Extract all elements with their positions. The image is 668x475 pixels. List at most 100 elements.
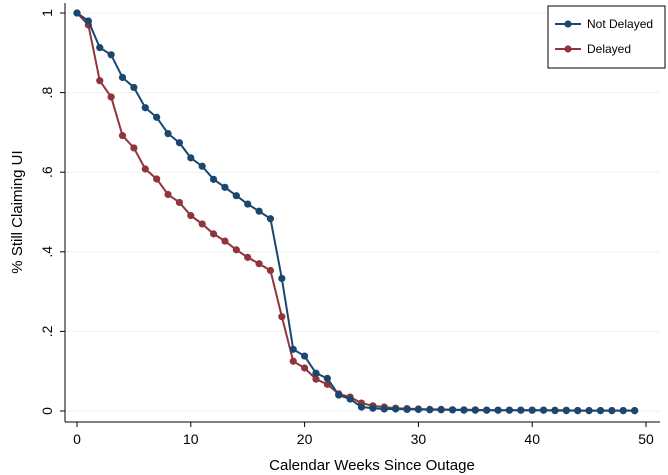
- gridlines: [65, 12, 660, 412]
- data-point: [289, 357, 297, 365]
- data-point: [209, 175, 218, 183]
- x-axis-label: Calendar Weeks Since Outage: [269, 457, 475, 474]
- data-point: [483, 406, 491, 414]
- data-point: [244, 253, 252, 261]
- data-point: [255, 260, 263, 268]
- x-tick-label: 50: [638, 431, 654, 447]
- data-point: [118, 73, 127, 82]
- data-point: [84, 17, 92, 25]
- data-point: [562, 407, 570, 415]
- data-point: [130, 83, 138, 92]
- x-tick-label: 40: [524, 431, 540, 447]
- axes: [64, 3, 660, 423]
- data-point: [209, 230, 218, 238]
- data-point: [551, 407, 559, 415]
- x-tick-label: 30: [411, 431, 427, 447]
- data-point: [619, 407, 627, 415]
- data-point: [289, 345, 297, 353]
- data-point: [312, 369, 320, 377]
- y-tick-label: .4: [39, 246, 55, 258]
- legend-swatch-marker: [564, 45, 572, 53]
- data-point: [96, 77, 104, 85]
- legend-item: Not Delayed: [555, 17, 653, 31]
- y-tick-label: .8: [39, 87, 55, 99]
- x-tick-label: 20: [297, 431, 313, 447]
- series-layer: [73, 9, 639, 415]
- series-delayed: [73, 9, 639, 415]
- data-point: [392, 405, 400, 413]
- data-point: [380, 405, 388, 413]
- data-point: [528, 406, 536, 414]
- legend-label: Not Delayed: [587, 17, 653, 31]
- data-point: [369, 404, 377, 412]
- data-point: [323, 374, 331, 382]
- data-point: [255, 207, 263, 215]
- data-point: [232, 192, 240, 200]
- data-point: [301, 352, 309, 360]
- data-point: [494, 406, 502, 414]
- data-point: [448, 406, 457, 414]
- y-tick-label: 0: [39, 407, 55, 415]
- data-point: [471, 406, 479, 414]
- data-point: [505, 406, 514, 414]
- data-point: [107, 51, 115, 59]
- legend-item: Delayed: [555, 42, 631, 56]
- y-tick-label: .2: [39, 325, 55, 337]
- data-point: [278, 274, 286, 283]
- data-point: [574, 407, 582, 415]
- data-point: [596, 407, 605, 415]
- data-point: [107, 93, 115, 101]
- x-tick-label: 10: [183, 431, 199, 447]
- data-point: [118, 131, 127, 140]
- y-axis-label: % Still Claiming UI: [9, 150, 26, 273]
- data-point: [73, 9, 81, 17]
- data-point: [403, 405, 411, 414]
- series-not-delayed: [73, 9, 639, 415]
- data-point: [312, 375, 320, 383]
- data-point: [437, 406, 445, 414]
- data-point: [301, 364, 309, 372]
- x-tick-label: 0: [73, 431, 81, 447]
- data-point: [130, 144, 138, 152]
- data-point: [164, 190, 172, 199]
- data-point: [357, 403, 366, 411]
- y-tick-label: 1: [39, 9, 55, 17]
- data-point: [266, 215, 275, 223]
- data-point: [335, 391, 343, 399]
- series-line: [76, 12, 635, 412]
- y-ticks: 0 .2 .4 .6 .8 1: [39, 9, 65, 415]
- data-point: [244, 200, 252, 208]
- data-point: [153, 175, 161, 183]
- legend-swatch-marker: [564, 20, 572, 28]
- data-point: [278, 313, 286, 321]
- data-point: [221, 237, 229, 245]
- data-point: [232, 246, 240, 254]
- data-point: [153, 113, 161, 121]
- data-point: [460, 406, 468, 414]
- y-tick-label: .6: [39, 166, 55, 178]
- data-point: [414, 405, 422, 414]
- data-point: [175, 139, 184, 147]
- data-point: [608, 407, 616, 415]
- data-point: [221, 183, 229, 191]
- data-point: [141, 165, 149, 173]
- data-point: [198, 162, 206, 170]
- data-point: [539, 406, 548, 414]
- data-point: [187, 154, 195, 162]
- legend-box: [547, 5, 666, 69]
- x-ticks: 0 10 20 30 40 50: [73, 422, 654, 447]
- data-point: [517, 406, 525, 414]
- data-point: [164, 129, 172, 138]
- data-point: [175, 198, 184, 207]
- data-point: [187, 211, 195, 220]
- series-line: [76, 12, 635, 412]
- data-point: [266, 266, 275, 275]
- data-point: [585, 407, 593, 415]
- legend: Not Delayed Delayed: [547, 5, 666, 69]
- data-point: [426, 406, 434, 414]
- data-point: [96, 44, 104, 52]
- data-point: [198, 220, 206, 228]
- legend-label: Delayed: [587, 42, 631, 56]
- data-point: [631, 407, 639, 415]
